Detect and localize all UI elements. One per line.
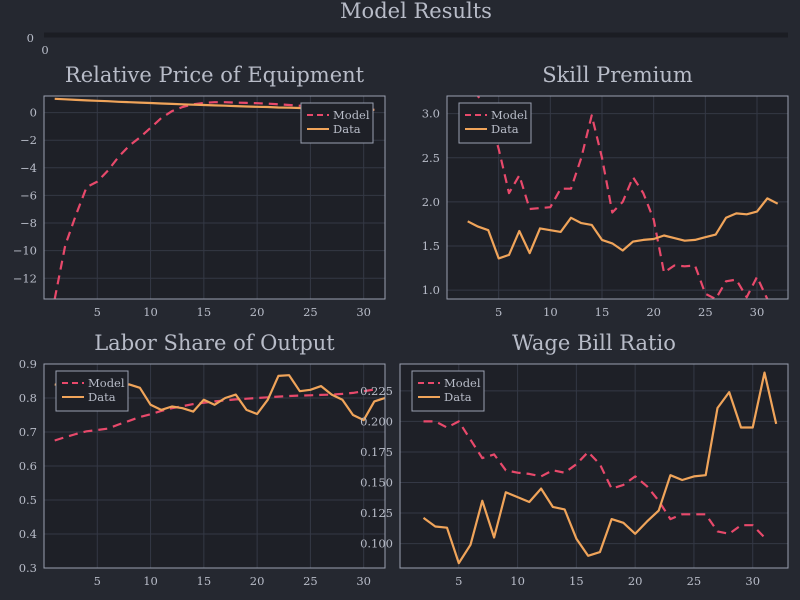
- x-tick-label: 5: [455, 574, 462, 588]
- x-tick-label: 30: [356, 574, 371, 588]
- series-line-data: [422, 371, 778, 565]
- x-tick-label: 5: [94, 305, 101, 319]
- chart-panels: 5 10 15 20 25 30 0 −2 −4 −6 −8 −10 −12 Relative Price…: [13, 63, 789, 588]
- y-tick-label: −4: [20, 161, 37, 175]
- x-tick-label: 10: [143, 574, 158, 588]
- y-tick-label: 0.175: [360, 445, 393, 459]
- legend-label-data: Data: [444, 390, 472, 404]
- y-tick-label: 0.125: [360, 506, 393, 520]
- figure-title: Model Results: [340, 0, 492, 23]
- y-tick-label: 0.4: [19, 527, 37, 541]
- top-strip: 0 0: [27, 31, 788, 57]
- legend-label-model: Model: [333, 108, 370, 122]
- y-tick-label: 0.7: [19, 425, 37, 439]
- x-tick-label: 30: [356, 305, 371, 319]
- y-tick-label: 0.150: [360, 475, 393, 489]
- plot-frame: [43, 95, 386, 300]
- panel-title: Skill Premium: [542, 63, 693, 87]
- x-tick-label: 15: [197, 305, 212, 319]
- x-tick-label: 30: [750, 305, 765, 319]
- x-tick-label: 5: [94, 574, 101, 588]
- legend-label-model: Model: [491, 108, 528, 122]
- series-line-model: [423, 420, 766, 539]
- x-tick-label: 20: [628, 574, 643, 588]
- panel-title: Relative Price of Equipment: [65, 63, 365, 87]
- plot-frame: [446, 95, 789, 300]
- y-tick-label: 0: [30, 106, 37, 120]
- y-tick-label: 0.3: [19, 561, 37, 575]
- x-tick-label: 10: [543, 305, 558, 319]
- x-tick-label: 20: [250, 574, 265, 588]
- chart-panel-skill-premium: 5 10 15 20 25 30 1.0 1.5 2.0 2.5 3.0 Skill Premium M…: [422, 63, 789, 319]
- series-line-data: [467, 197, 779, 260]
- x-tick-label: 15: [569, 574, 584, 588]
- legend-box: [458, 102, 532, 144]
- series-group: [422, 371, 778, 565]
- y-tick-label: 0.100: [360, 537, 393, 551]
- y-tick-label: 0.225: [360, 384, 393, 398]
- y-tick-label: 0.8: [19, 391, 37, 405]
- x-tick-label: 30: [745, 574, 760, 588]
- legend-label-model: Model: [88, 376, 125, 390]
- legend-box: [300, 102, 374, 144]
- x-tick-label: 10: [143, 305, 158, 319]
- y-tick-label: 1.0: [422, 283, 440, 297]
- chart-panel-labor-share-of-output: 5 10 15 20 25 30 0.3 0.4 0.5 0.6 0.7 0.8 0.9 Labor Sh…: [19, 331, 386, 588]
- x-tick-label: 25: [303, 574, 318, 588]
- x-tick-label: 25: [687, 574, 702, 588]
- x-tick-label: 20: [646, 305, 661, 319]
- panel-title: Labor Share of Output: [94, 331, 335, 355]
- y-tick-label: 0.6: [19, 459, 37, 473]
- chart-panel-wage-bill-ratio: 5 10 15 20 25 30 0.100 0.125 0.150 0.175 0.200 0.22…: [360, 331, 789, 588]
- legend-box: [411, 370, 485, 412]
- x-tick-label: 25: [698, 305, 713, 319]
- y-tick-label: 0.200: [360, 414, 393, 428]
- y-tick-label: −10: [13, 244, 37, 258]
- y-tick-label: −6: [20, 188, 37, 202]
- plot-frame: [43, 363, 386, 569]
- plot-frame: [399, 363, 789, 569]
- series-group: [467, 96, 779, 299]
- x-tick-label: 5: [495, 305, 502, 319]
- series-line-model: [476, 96, 769, 299]
- x-tick-label: 15: [595, 305, 610, 319]
- series-line-model: [54, 388, 375, 442]
- x-tick-label: 25: [303, 305, 318, 319]
- legend-label-data: Data: [88, 390, 116, 404]
- y-tick-label: −8: [20, 216, 37, 230]
- x-tick-label: 15: [197, 574, 212, 588]
- x-tick-label: 10: [510, 574, 525, 588]
- legend-label-data: Data: [491, 122, 519, 136]
- y-tick-label: 1.5: [422, 239, 440, 253]
- chart-panel-relative-price-of-equipment: 5 10 15 20 25 30 0 −2 −4 −6 −8 −10 −12 Relative Price…: [13, 63, 386, 319]
- x-tick-label: 20: [250, 305, 265, 319]
- panel-title: Wage Bill Ratio: [512, 331, 676, 355]
- y-tick-label: 2.0: [422, 195, 440, 209]
- top-strip-y-tick: 0: [27, 31, 34, 45]
- y-tick-label: 0.9: [19, 357, 37, 371]
- y-tick-label: −2: [20, 133, 37, 147]
- y-tick-label: 3.0: [422, 107, 440, 121]
- legend-label-data: Data: [333, 122, 361, 136]
- y-tick-label: 0.5: [19, 493, 37, 507]
- legend-box: [55, 370, 129, 412]
- legend-label-model: Model: [444, 376, 481, 390]
- y-tick-label: −12: [13, 271, 37, 285]
- top-strip-x-tick: 0: [41, 43, 48, 57]
- y-tick-label: 2.5: [422, 151, 440, 165]
